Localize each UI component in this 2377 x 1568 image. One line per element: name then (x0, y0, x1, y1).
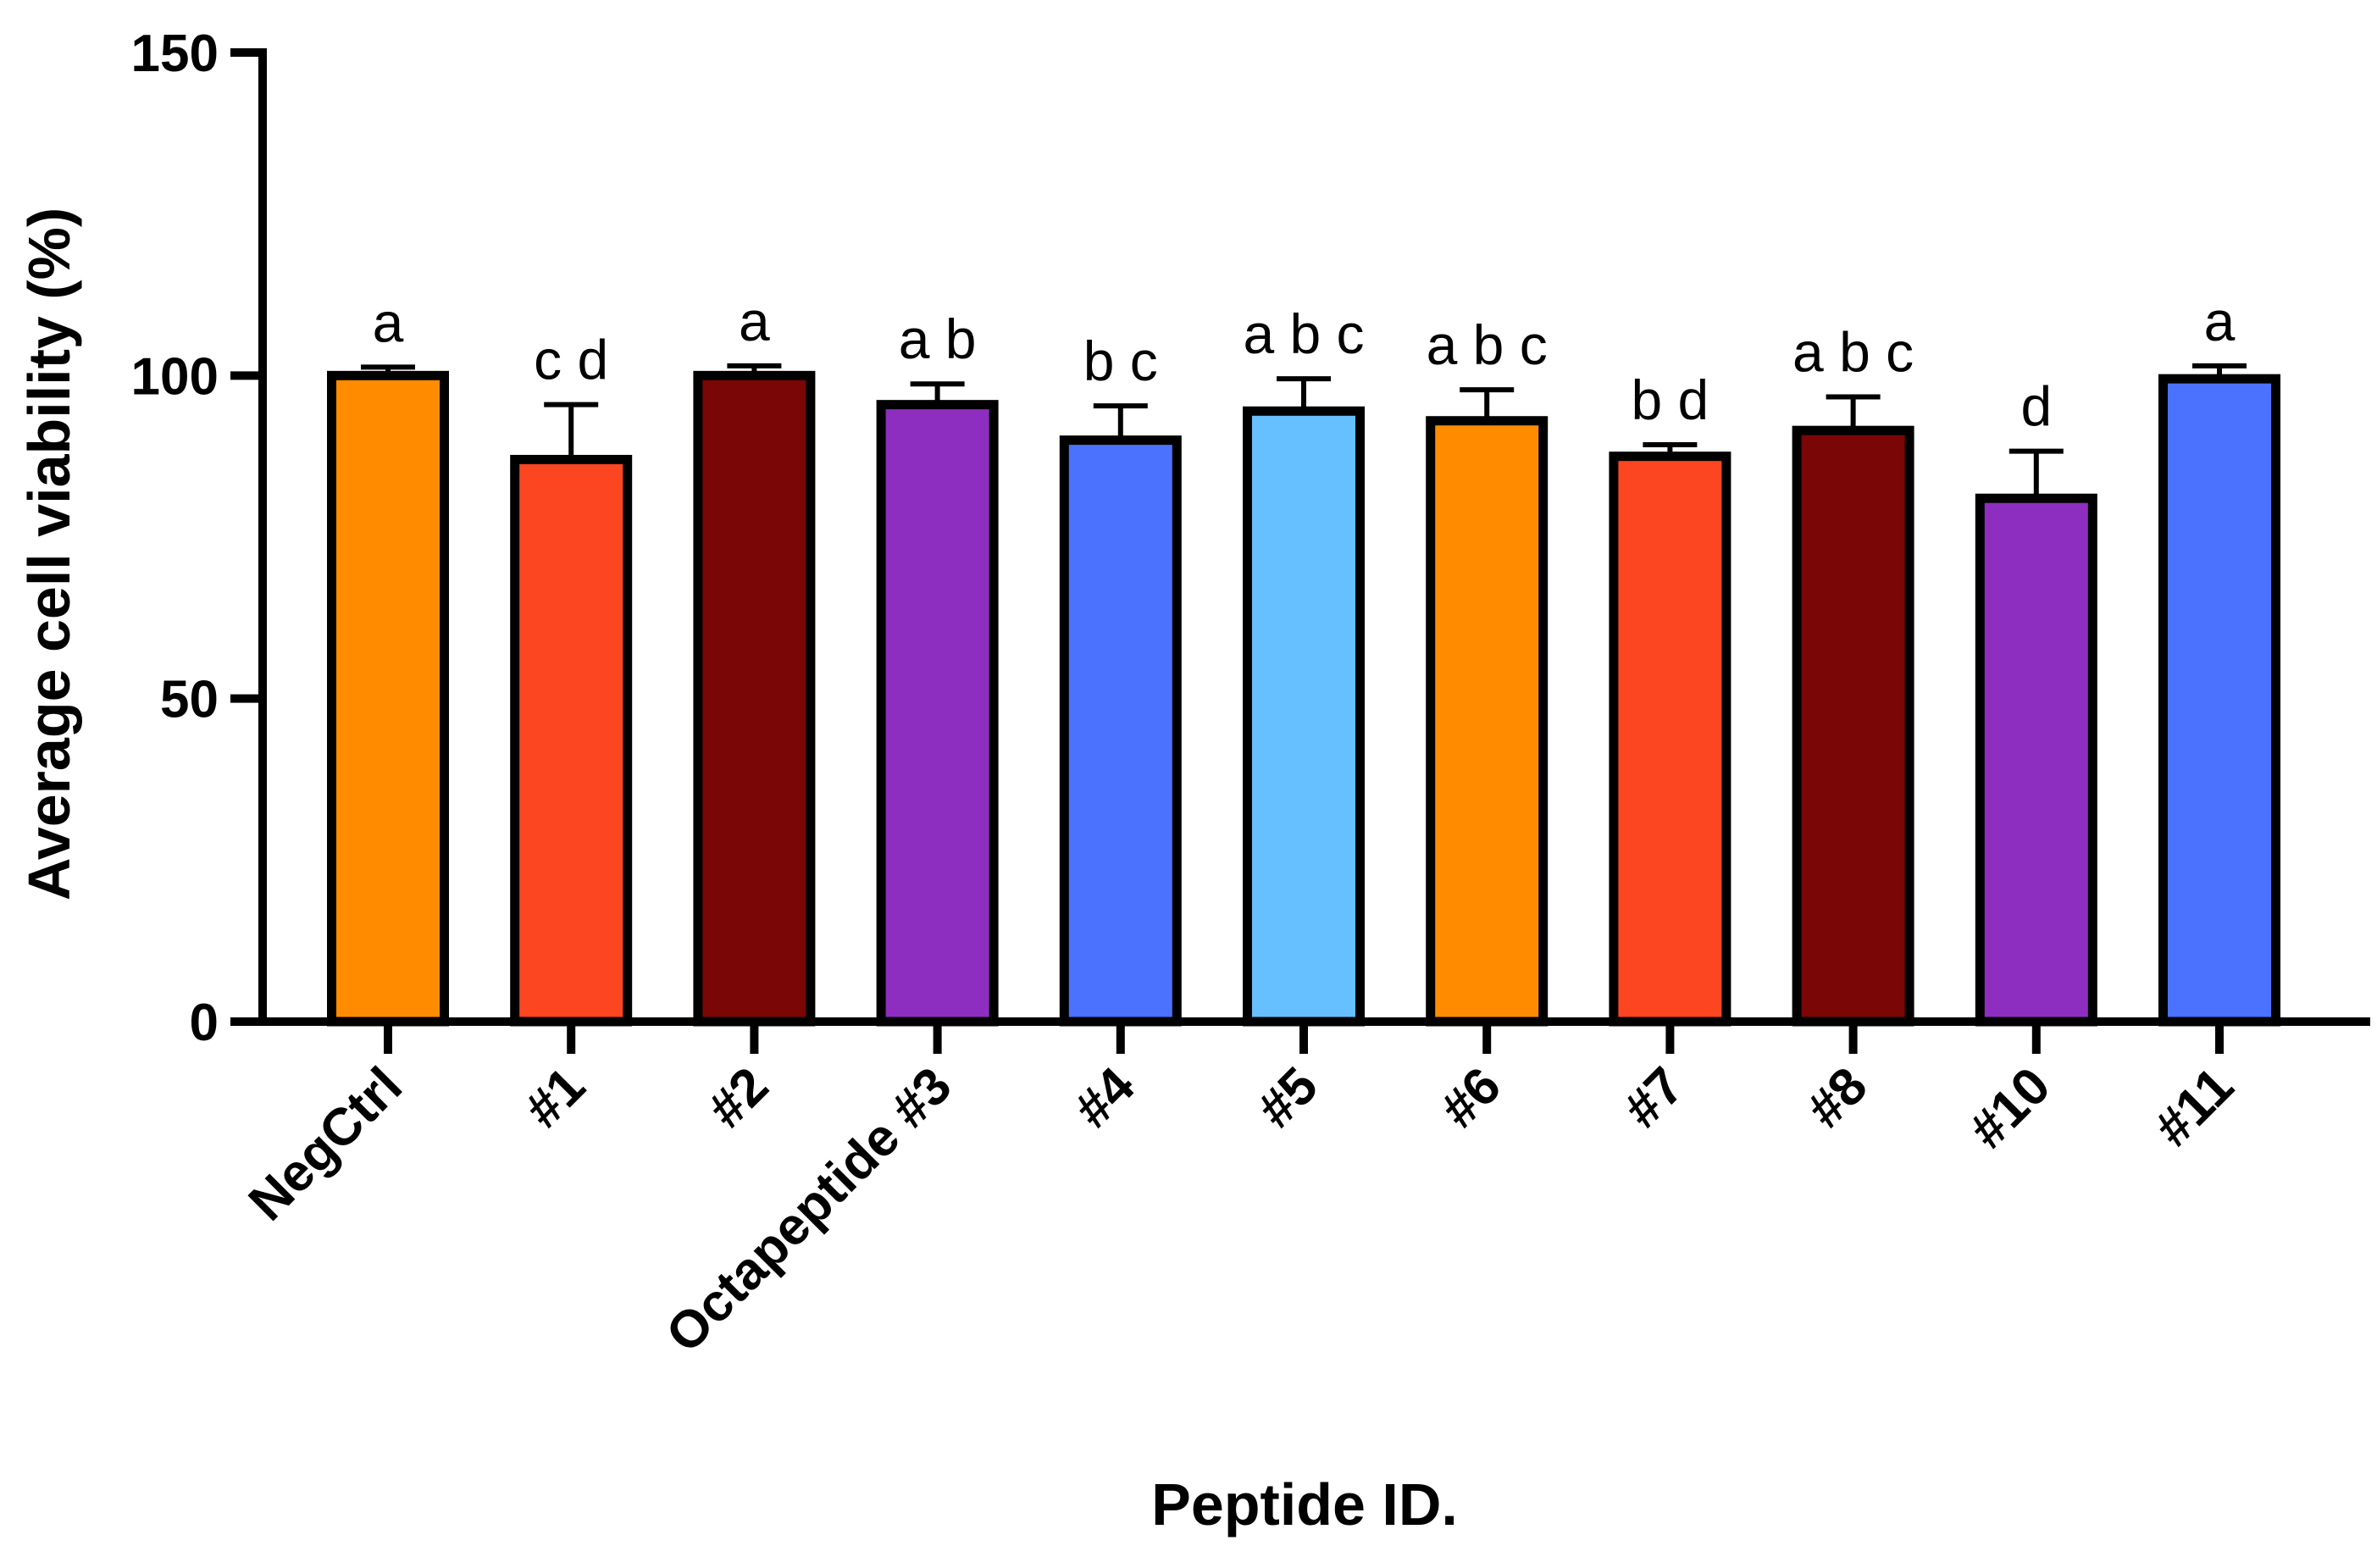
x-tick-label: #11 (2143, 1056, 2245, 1158)
x-tick-label: #10 (1959, 1056, 2062, 1160)
significance-labels-layer: a c d a a b b c a b c a b c b d a b c d a (373, 290, 2236, 438)
bar (1426, 416, 1549, 1027)
y-tick-label: 100 (131, 347, 219, 406)
error-bar (1277, 376, 1331, 412)
error-bar (2192, 363, 2247, 380)
error-bar (1826, 394, 1881, 431)
error-bar (1460, 387, 1515, 421)
significance-label: a b c (1427, 313, 1548, 376)
bar (327, 370, 449, 1027)
y-ticks-layer: 0 50 100 150 (131, 25, 263, 1052)
error-bar (727, 363, 782, 376)
error-bars-layer (361, 363, 2247, 499)
significance-label: b d (1632, 368, 1709, 431)
bars-layer (327, 370, 2280, 1027)
x-tick-label: #6 (1430, 1056, 1513, 1139)
significance-label: c d (534, 329, 608, 391)
significance-label: a (2204, 290, 2236, 352)
x-axis-title: Peptide ID. (1151, 1471, 1458, 1538)
significance-label: b c (1083, 330, 1158, 392)
error-bar (910, 381, 965, 405)
significance-label: a (373, 291, 404, 353)
x-tick-label: #8 (1796, 1056, 1879, 1139)
error-bar (1093, 403, 1148, 440)
y-tick-label: 150 (131, 25, 219, 83)
bar (1059, 435, 1182, 1027)
bar (1792, 425, 1914, 1027)
y-tick-label: 0 (190, 994, 219, 1052)
axes-layer (258, 48, 2370, 1026)
significance-label: a b (899, 308, 977, 370)
significance-label: a b c (1792, 321, 1914, 384)
error-bar (361, 364, 415, 376)
x-tick-label: #5 (1246, 1056, 1329, 1139)
bar (1243, 406, 1365, 1027)
bar (1609, 452, 1731, 1027)
y-tick-label: 50 (160, 671, 219, 729)
bar (510, 454, 633, 1027)
y-axis-title: Average cell viability (%) (16, 208, 82, 900)
error-bar (2009, 448, 2064, 499)
x-tick-label: NegCtrl (238, 1056, 413, 1232)
bar (693, 370, 816, 1027)
error-bar (544, 402, 599, 460)
bar (876, 400, 999, 1027)
significance-label: a (739, 290, 770, 352)
x-tick-label: #1 (514, 1056, 597, 1139)
significance-label: d (2020, 375, 2052, 438)
bar (2158, 374, 2280, 1027)
x-tick-label: #2 (697, 1056, 780, 1139)
bar (1975, 493, 2097, 1027)
significance-label: a b c (1243, 302, 1364, 365)
x-tick-label: #4 (1063, 1056, 1146, 1139)
x-tick-label: #7 (1613, 1056, 1696, 1139)
error-bar (1643, 441, 1698, 457)
